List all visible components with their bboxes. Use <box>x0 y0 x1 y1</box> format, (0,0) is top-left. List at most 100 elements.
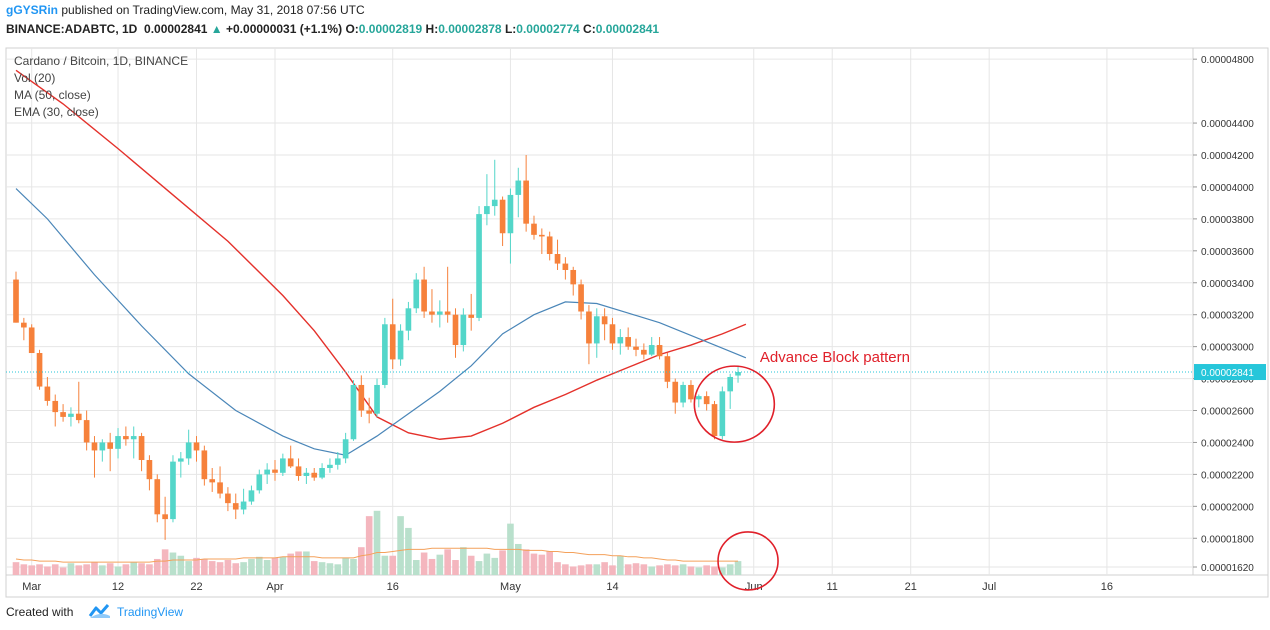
candle-body <box>99 442 106 451</box>
plot-area <box>5 47 1194 576</box>
candle-body <box>287 458 294 467</box>
tradingview-link[interactable]: TradingView <box>117 605 184 619</box>
x-tick-label: 14 <box>606 581 618 593</box>
legend-ema: EMA (30, close) <box>14 105 99 119</box>
volume-bar <box>248 558 255 575</box>
volume-bar <box>59 567 67 575</box>
volume-bar <box>51 564 59 575</box>
volume-bar <box>216 562 224 575</box>
candle-body <box>444 311 451 315</box>
candle-body <box>578 284 584 312</box>
high-value: 0.00002878 <box>438 22 502 36</box>
ma50-line <box>15 69 747 440</box>
volume-bar <box>546 551 553 575</box>
candle-body <box>107 442 114 449</box>
candle-body <box>562 263 569 270</box>
open-label: O: <box>345 22 359 36</box>
candle-body <box>421 279 427 312</box>
volume-bar <box>318 562 326 575</box>
candle-body <box>342 439 349 459</box>
candle-body <box>625 337 631 347</box>
candle-body <box>52 400 59 413</box>
candle-body <box>319 468 325 478</box>
candle-body <box>264 469 270 475</box>
chart-header: gGYSRin published on TradingView.com, Ma… <box>0 0 1270 44</box>
candle-body <box>201 450 208 480</box>
close-value: 0.00002841 <box>595 22 660 36</box>
volume-bar <box>617 555 624 575</box>
candle-body <box>83 420 90 443</box>
author-link[interactable]: gGYSRin <box>6 3 59 17</box>
annotation-circle-price <box>693 365 776 443</box>
footer: Created with TradingView <box>0 598 1270 630</box>
volume-bar <box>436 554 444 575</box>
candle-body <box>405 308 412 331</box>
volume-bar <box>177 555 185 575</box>
candle-body <box>311 472 318 478</box>
y-tick-label: 0.00001800 <box>1201 534 1254 545</box>
x-tick-label: May <box>500 581 521 593</box>
volume-bar <box>428 558 436 575</box>
volume-bar <box>295 551 302 575</box>
candle-body <box>366 410 372 414</box>
volume-bar <box>499 550 506 575</box>
y-tick-label: 0.00002400 <box>1201 438 1254 449</box>
publish-line: gGYSRin published on TradingView.com, Ma… <box>6 3 365 17</box>
candle-body <box>138 436 145 461</box>
candle-body <box>703 396 710 405</box>
y-tick-label: 0.00002000 <box>1201 502 1254 513</box>
candle-body <box>374 384 380 414</box>
volume-bar <box>106 563 114 575</box>
volume-bar <box>271 557 279 575</box>
candle-body <box>546 236 553 255</box>
volume-bar <box>365 516 373 575</box>
candle-body <box>397 330 404 360</box>
volume-bar <box>91 562 98 575</box>
candle-body <box>672 381 679 403</box>
volume-bar <box>664 564 671 575</box>
y-tick-label: 0.00003000 <box>1201 343 1254 354</box>
volume-bar <box>420 552 428 575</box>
volume-bar <box>303 551 310 575</box>
volume-bar <box>648 566 656 575</box>
volume-bar <box>522 549 530 575</box>
volume-bar <box>287 553 294 575</box>
candle-body <box>452 314 459 346</box>
candle-body <box>688 384 694 400</box>
candle-body <box>75 413 82 421</box>
candle-body <box>225 493 231 504</box>
published-text: published on TradingView.com, May 31, 20… <box>61 3 365 17</box>
candle-body <box>601 316 608 325</box>
candle-body <box>115 436 121 449</box>
volume-bar <box>585 564 593 575</box>
volume-bar <box>412 560 420 575</box>
candle-body <box>695 396 702 400</box>
candle-body <box>593 316 600 344</box>
candle-body <box>44 386 51 401</box>
candle-body <box>256 474 263 491</box>
x-tick-label: 16 <box>387 581 399 593</box>
candle-body <box>248 490 255 502</box>
price-chart[interactable]: 0.00001620 0.00001800 0.00002000 0.00002200… <box>0 44 1270 598</box>
candle-body <box>680 384 686 403</box>
y-tick-label: 0.00004200 <box>1201 151 1254 162</box>
candle-body <box>350 384 357 440</box>
candle-body <box>633 346 639 350</box>
candle-body <box>491 199 498 207</box>
candle-body <box>123 436 129 440</box>
up-arrow-icon: ▲ <box>210 22 223 36</box>
volume-bar <box>530 553 538 575</box>
candle-body <box>484 206 490 215</box>
volume-bar <box>279 556 287 575</box>
candle-body <box>358 384 365 411</box>
volume-bar <box>185 561 192 575</box>
volume-bar <box>263 560 271 575</box>
volume-bar <box>381 555 389 575</box>
volume-bar <box>444 549 451 575</box>
candle-body <box>641 349 647 355</box>
volume-bar <box>350 558 357 575</box>
candle-body <box>91 442 98 451</box>
volume-bar <box>169 552 177 575</box>
y-tick-label: 0.00001620 <box>1201 563 1254 574</box>
y-tick-label: 0.00004000 <box>1201 183 1254 194</box>
